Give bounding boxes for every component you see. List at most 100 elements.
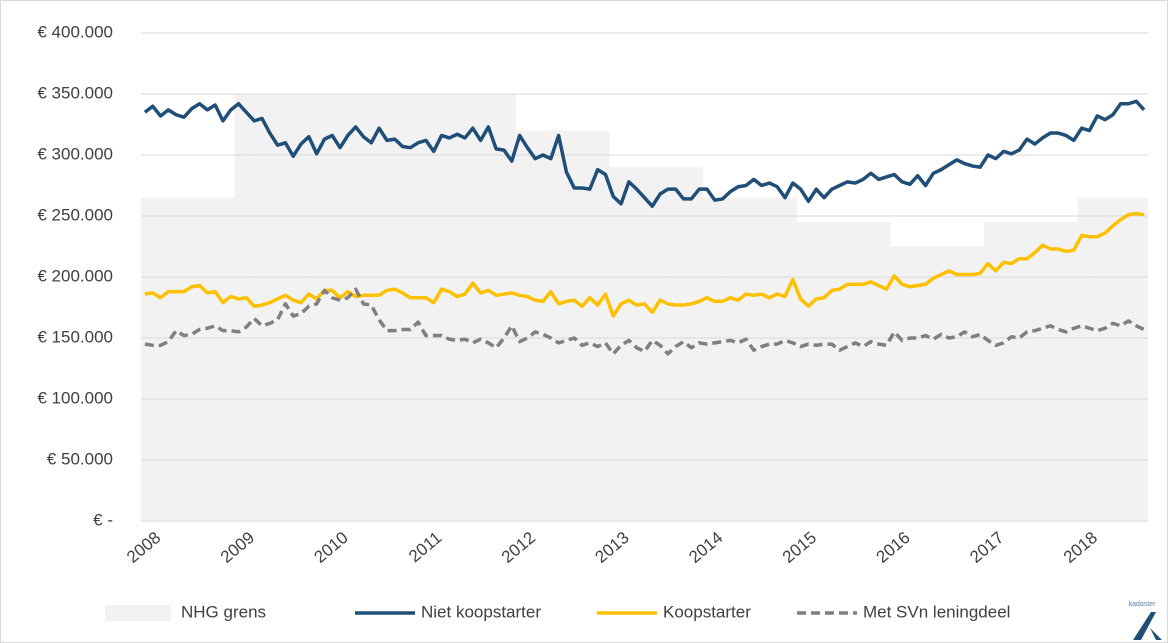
area-bar xyxy=(593,130,602,521)
area-bar xyxy=(328,94,337,521)
logo-text: kadaster xyxy=(1129,601,1157,608)
area-bar xyxy=(429,94,438,521)
area-bar xyxy=(148,197,157,521)
area-bar xyxy=(843,222,852,521)
plot-area xyxy=(141,32,1149,522)
area-bar xyxy=(156,197,165,521)
area-bar xyxy=(398,94,407,521)
area-bar xyxy=(703,197,712,521)
area-bar xyxy=(968,246,977,521)
area-bar xyxy=(203,197,212,521)
area-bar xyxy=(1030,222,1040,521)
area-bar xyxy=(921,246,930,521)
area-bar xyxy=(500,94,509,521)
area-bar xyxy=(687,167,696,521)
legend-label: NHG grens xyxy=(181,602,266,621)
area-bar xyxy=(445,94,454,521)
area-bar xyxy=(913,246,922,521)
area-bar xyxy=(648,167,657,521)
area-bar xyxy=(289,94,298,521)
area-bar xyxy=(195,197,204,521)
area-bar xyxy=(562,130,571,521)
area-bar xyxy=(172,197,181,521)
logo xyxy=(1133,612,1162,640)
area-bar xyxy=(476,94,485,521)
area-bar xyxy=(624,167,634,521)
area-bar xyxy=(851,222,860,521)
area-bar xyxy=(515,130,524,521)
area-bar xyxy=(226,197,235,521)
area-bar xyxy=(664,167,673,521)
area-bar xyxy=(164,197,173,521)
area-bar xyxy=(546,130,556,521)
area-bar xyxy=(906,246,915,521)
area-bar xyxy=(180,197,189,521)
area-bar xyxy=(890,246,899,521)
area-bar xyxy=(1108,197,1118,521)
area-bar xyxy=(1015,222,1024,521)
area-bar xyxy=(1116,197,1125,521)
series-line xyxy=(143,99,1146,208)
y-tick-label: € 250.000 xyxy=(37,205,113,224)
area-bar xyxy=(1140,197,1149,521)
area-bar xyxy=(1054,222,1063,521)
area-bar xyxy=(406,94,415,521)
legend-swatch xyxy=(105,605,171,621)
area-bar xyxy=(484,94,493,521)
area-bar xyxy=(726,197,735,521)
area-bar xyxy=(882,222,891,521)
area-bar xyxy=(617,167,626,521)
series-line xyxy=(144,287,1145,356)
y-tick-label: € 350.000 xyxy=(37,83,113,102)
area-bar xyxy=(570,130,579,521)
area-bar xyxy=(976,246,985,521)
area-bar xyxy=(929,246,938,521)
area-bar xyxy=(141,197,150,521)
area-bar xyxy=(835,222,844,521)
area-bar xyxy=(999,222,1008,521)
area-bar xyxy=(414,94,423,521)
area-bar xyxy=(937,246,946,521)
area-bar xyxy=(734,197,743,521)
area-bar xyxy=(437,94,446,521)
area-bar xyxy=(788,197,798,521)
area-bar xyxy=(351,94,360,521)
area-bar xyxy=(531,130,540,521)
area-bar xyxy=(710,197,719,521)
area-bar xyxy=(539,130,548,521)
area-bar xyxy=(187,197,196,521)
area-bar xyxy=(640,167,649,521)
area-bar xyxy=(601,130,610,521)
area-bar xyxy=(804,222,813,521)
area-bar xyxy=(258,94,267,521)
area-bar xyxy=(234,94,243,521)
area-bar xyxy=(609,167,618,521)
area-bar xyxy=(742,197,751,521)
area-bar xyxy=(757,197,766,521)
area-bar xyxy=(1085,197,1094,521)
area-bar xyxy=(773,197,782,521)
area-bar xyxy=(219,197,228,521)
area-bar xyxy=(718,197,727,521)
y-tick-label: € 50.000 xyxy=(47,449,113,468)
area-bar xyxy=(1023,222,1032,521)
area-bar xyxy=(749,197,758,521)
area-bar xyxy=(492,94,501,521)
area-bar xyxy=(874,222,883,521)
area-bar xyxy=(827,222,837,521)
area-bar xyxy=(554,130,563,521)
area-bar xyxy=(585,130,595,521)
area-bar xyxy=(578,130,587,521)
area-bar xyxy=(382,94,392,521)
area-bar xyxy=(1093,197,1102,521)
area-bar xyxy=(632,167,641,521)
area-bar xyxy=(211,197,220,521)
area-bar xyxy=(468,94,477,521)
y-tick-label: € - xyxy=(93,510,113,529)
area-bar xyxy=(1101,197,1110,521)
area-bar xyxy=(898,246,907,521)
area-bar xyxy=(1132,197,1141,521)
legend-label: Niet koopstarter xyxy=(421,602,541,621)
area-bar xyxy=(422,94,431,521)
area-bar xyxy=(336,94,345,521)
